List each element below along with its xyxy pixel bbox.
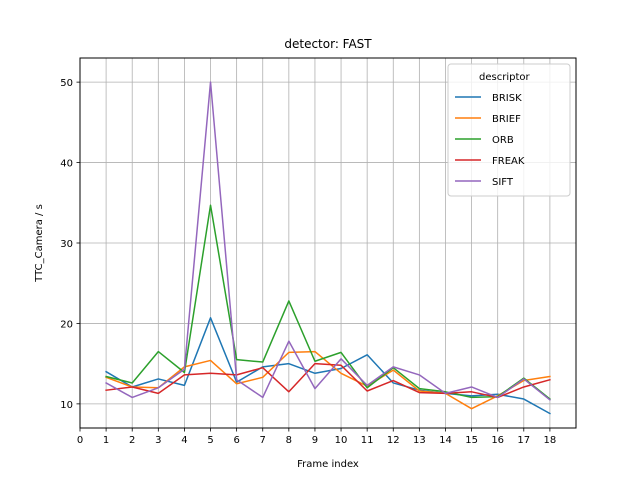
x-tick-label: 12: [387, 435, 400, 446]
y-tick-label: 40: [60, 159, 73, 170]
y-tick-label: 50: [60, 78, 73, 89]
x-tick-label: 18: [544, 435, 557, 446]
y-axis-title: TTC_Camera / s: [34, 204, 45, 283]
x-tick-label: 8: [286, 435, 292, 446]
series-line-orb: [105, 204, 551, 401]
x-tick-label: 10: [335, 435, 348, 446]
x-tick-label: 5: [207, 435, 213, 446]
y-tick-label: 10: [60, 400, 73, 411]
series-line-sift: [105, 81, 551, 401]
x-tick-label: 0: [77, 435, 83, 446]
x-tick-label: 13: [413, 435, 426, 446]
legend: descriptor BRISK BRIEF ORB FREAK SIFT: [447, 63, 571, 197]
x-tick-label: 9: [312, 435, 318, 446]
x-tick-label: 1: [103, 435, 109, 446]
legend-label-orb: ORB: [492, 135, 514, 146]
chart-title: detector: FAST: [284, 37, 372, 51]
legend-title: descriptor: [479, 72, 530, 83]
legend-label-brisk: BRISK: [492, 93, 522, 104]
x-tick-label: 15: [465, 435, 478, 446]
x-tick-label: 4: [181, 435, 187, 446]
series-lines: [105, 81, 551, 415]
grid: [79, 58, 576, 428]
x-tick-label: 2: [129, 435, 135, 446]
x-tick-label: 16: [491, 435, 504, 446]
legend-label-freak: FREAK: [492, 156, 525, 167]
legend-label-sift: SIFT: [492, 177, 514, 188]
legend-items: BRISK BRIEF ORB FREAK SIFT: [455, 93, 525, 188]
series-line-brief: [105, 350, 551, 410]
x-tick-label: 6: [233, 435, 239, 446]
x-tick-label: 11: [361, 435, 374, 446]
x-tick-label: 17: [517, 435, 530, 446]
x-tick-label: 7: [260, 435, 266, 446]
x-axis-title: Frame index: [297, 459, 359, 470]
x-tick-label: 3: [155, 435, 161, 446]
y-tick-label: 20: [60, 319, 73, 330]
x-tick-label: 14: [439, 435, 452, 446]
series-line-brisk: [105, 317, 551, 415]
y-tick-label: 30: [60, 239, 73, 250]
legend-label-brief: BRIEF: [492, 114, 521, 125]
series-line-freak: [105, 362, 551, 399]
